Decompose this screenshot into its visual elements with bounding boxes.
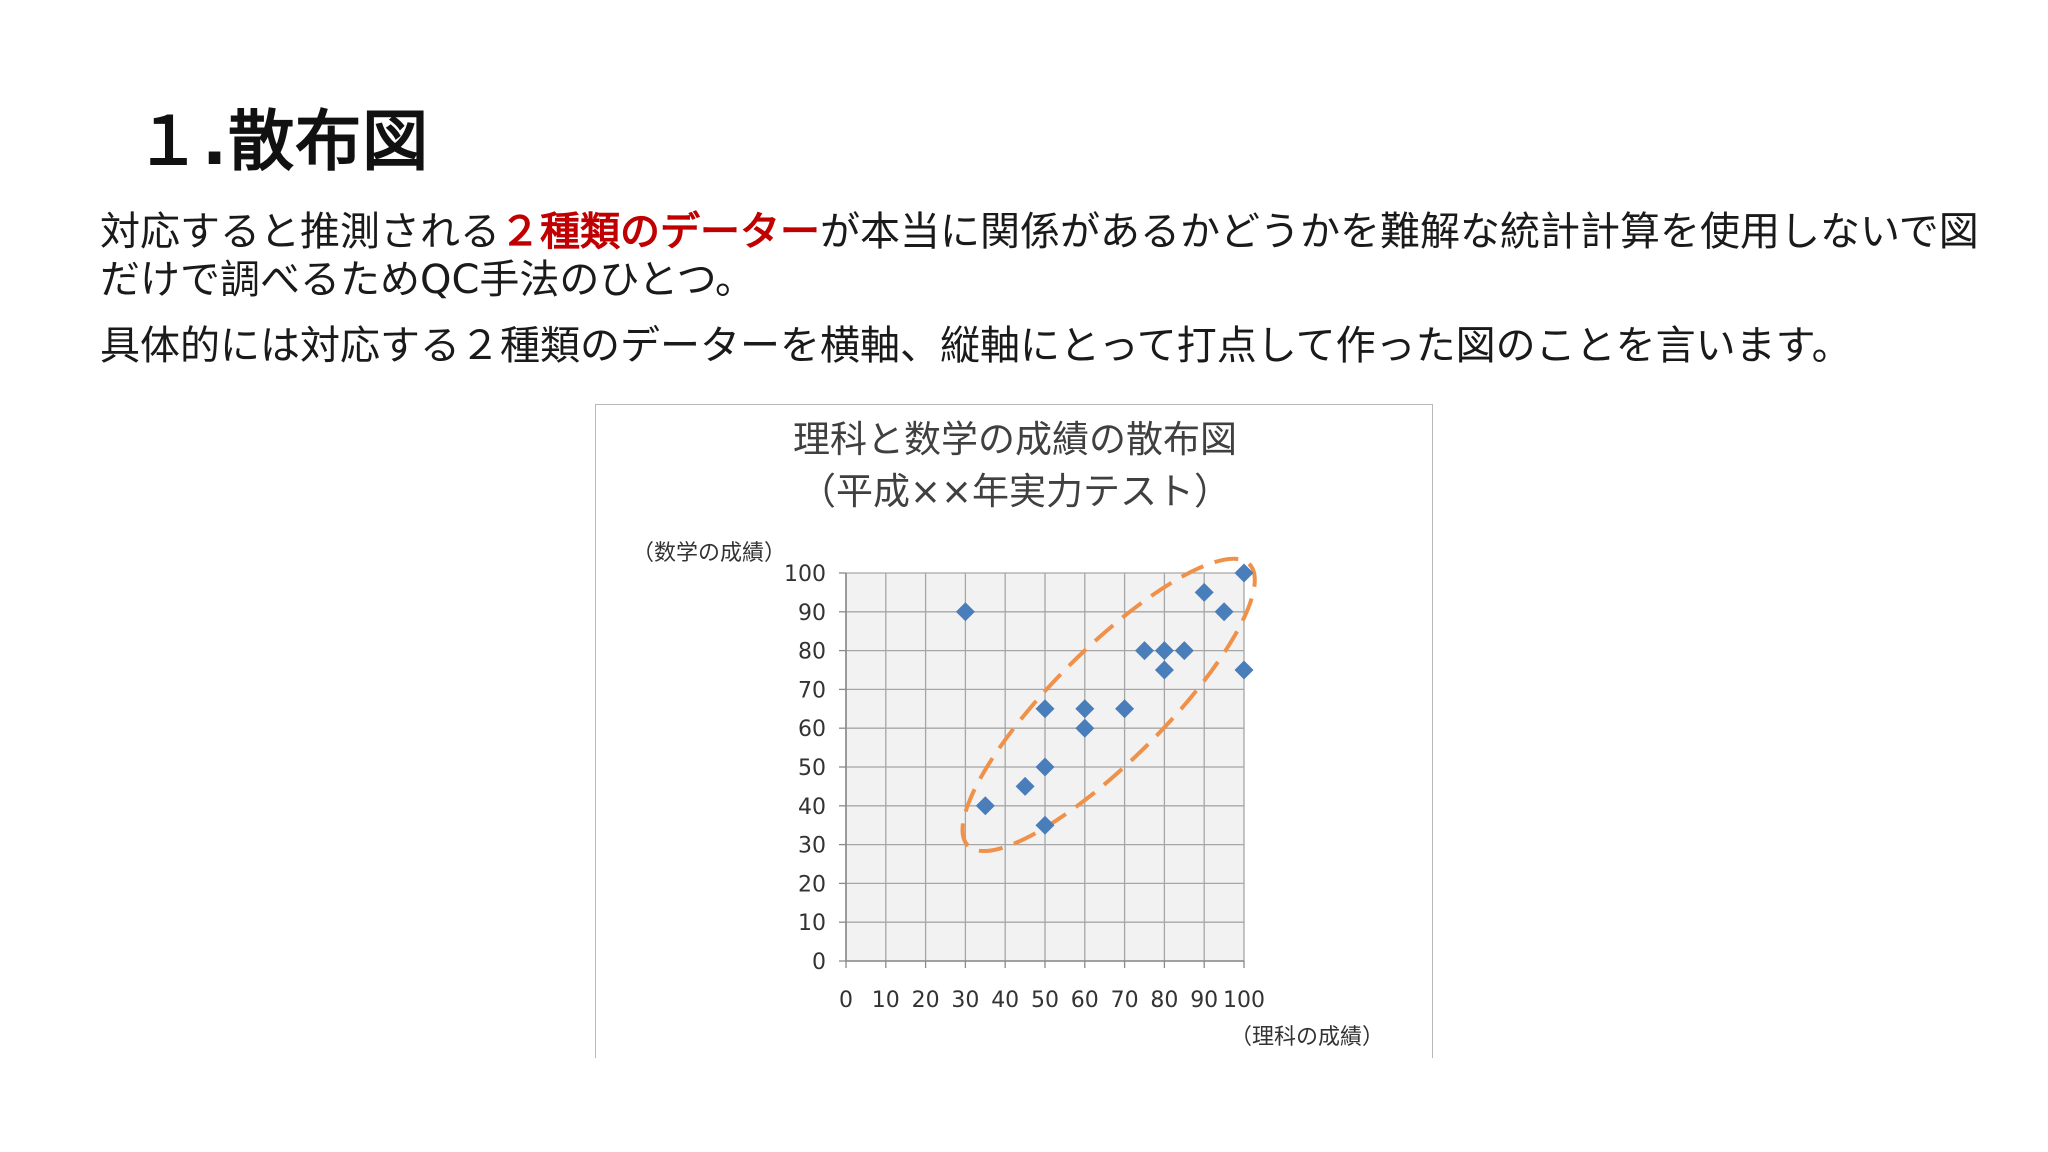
data-point — [1234, 660, 1254, 680]
y-tick-label: 0 — [812, 950, 826, 975]
data-point — [1035, 757, 1055, 777]
data-point — [1174, 641, 1194, 661]
data-point — [1154, 660, 1174, 680]
data-point — [1035, 815, 1055, 835]
intro-text-after: が本当に関係があるかどうかを難解な統計計算を使用しないで図だけで調べるためQC手… — [100, 209, 1979, 303]
data-point — [1154, 641, 1174, 661]
detail-paragraph: 具体的には対応する２種類のデーターを横軸、縦軸にとって打点して作った図のことを言… — [100, 323, 1852, 369]
data-point — [975, 796, 995, 816]
x-axis-label: （理科の成績） — [1230, 1025, 1385, 1050]
y-tick-label: 40 — [798, 795, 826, 820]
data-point — [1075, 699, 1095, 719]
x-tick-label: 60 — [1071, 988, 1099, 1013]
data-point — [1015, 776, 1035, 796]
data-point — [1135, 641, 1154, 661]
x-tick-label: 30 — [951, 988, 979, 1013]
data-point — [1075, 718, 1095, 738]
x-tick-label: 90 — [1190, 988, 1218, 1013]
y-tick-label: 100 — [784, 562, 826, 587]
data-point — [1234, 563, 1254, 583]
x-tick-label: 40 — [991, 988, 1019, 1013]
chart-title-line2: （平成××年実力テスト） — [798, 470, 1231, 513]
chart-title-line1: 理科と数学の成績の散布図 — [793, 418, 1237, 461]
y-tick-label: 20 — [798, 872, 826, 897]
y-axis-label: （数学の成績） — [632, 541, 787, 566]
intro-paragraph: 対応すると推測される２種類のデーターが本当に関係があるかどうかを難解な統計計算を… — [100, 208, 1980, 304]
intro-accent-text: ２種類のデーター — [500, 209, 820, 255]
intro-text-before: 対応すると推測される — [100, 209, 500, 255]
correlation-ellipse — [960, 556, 1257, 854]
data-point — [1214, 602, 1234, 622]
x-tick-label: 10 — [872, 988, 900, 1013]
data-point — [1035, 699, 1055, 719]
y-tick-label: 90 — [798, 601, 826, 626]
y-tick-label: 10 — [798, 911, 826, 936]
data-point — [1115, 699, 1135, 719]
data-point — [1194, 582, 1214, 602]
scatter-chart-figure: 理科と数学の成績の散布図 （平成××年実力テスト） （数学の成績） 0 10 20 3… — [595, 404, 1433, 1058]
x-tick-label: 70 — [1111, 988, 1139, 1013]
y-tick-label: 30 — [798, 834, 826, 859]
slide-title: １.散布図 — [135, 103, 430, 180]
x-tick-label: 0 — [839, 988, 853, 1013]
y-tick-label: 50 — [798, 756, 826, 781]
x-tick-label: 80 — [1150, 988, 1178, 1013]
x-tick-label: 50 — [1031, 988, 1059, 1013]
data-point — [955, 602, 975, 622]
x-tick-label: 100 — [1223, 988, 1265, 1013]
y-tick-label: 70 — [798, 678, 826, 703]
x-tick-label: 20 — [912, 988, 940, 1013]
y-tick-label: 60 — [798, 717, 826, 742]
y-tick-label: 80 — [798, 640, 826, 665]
